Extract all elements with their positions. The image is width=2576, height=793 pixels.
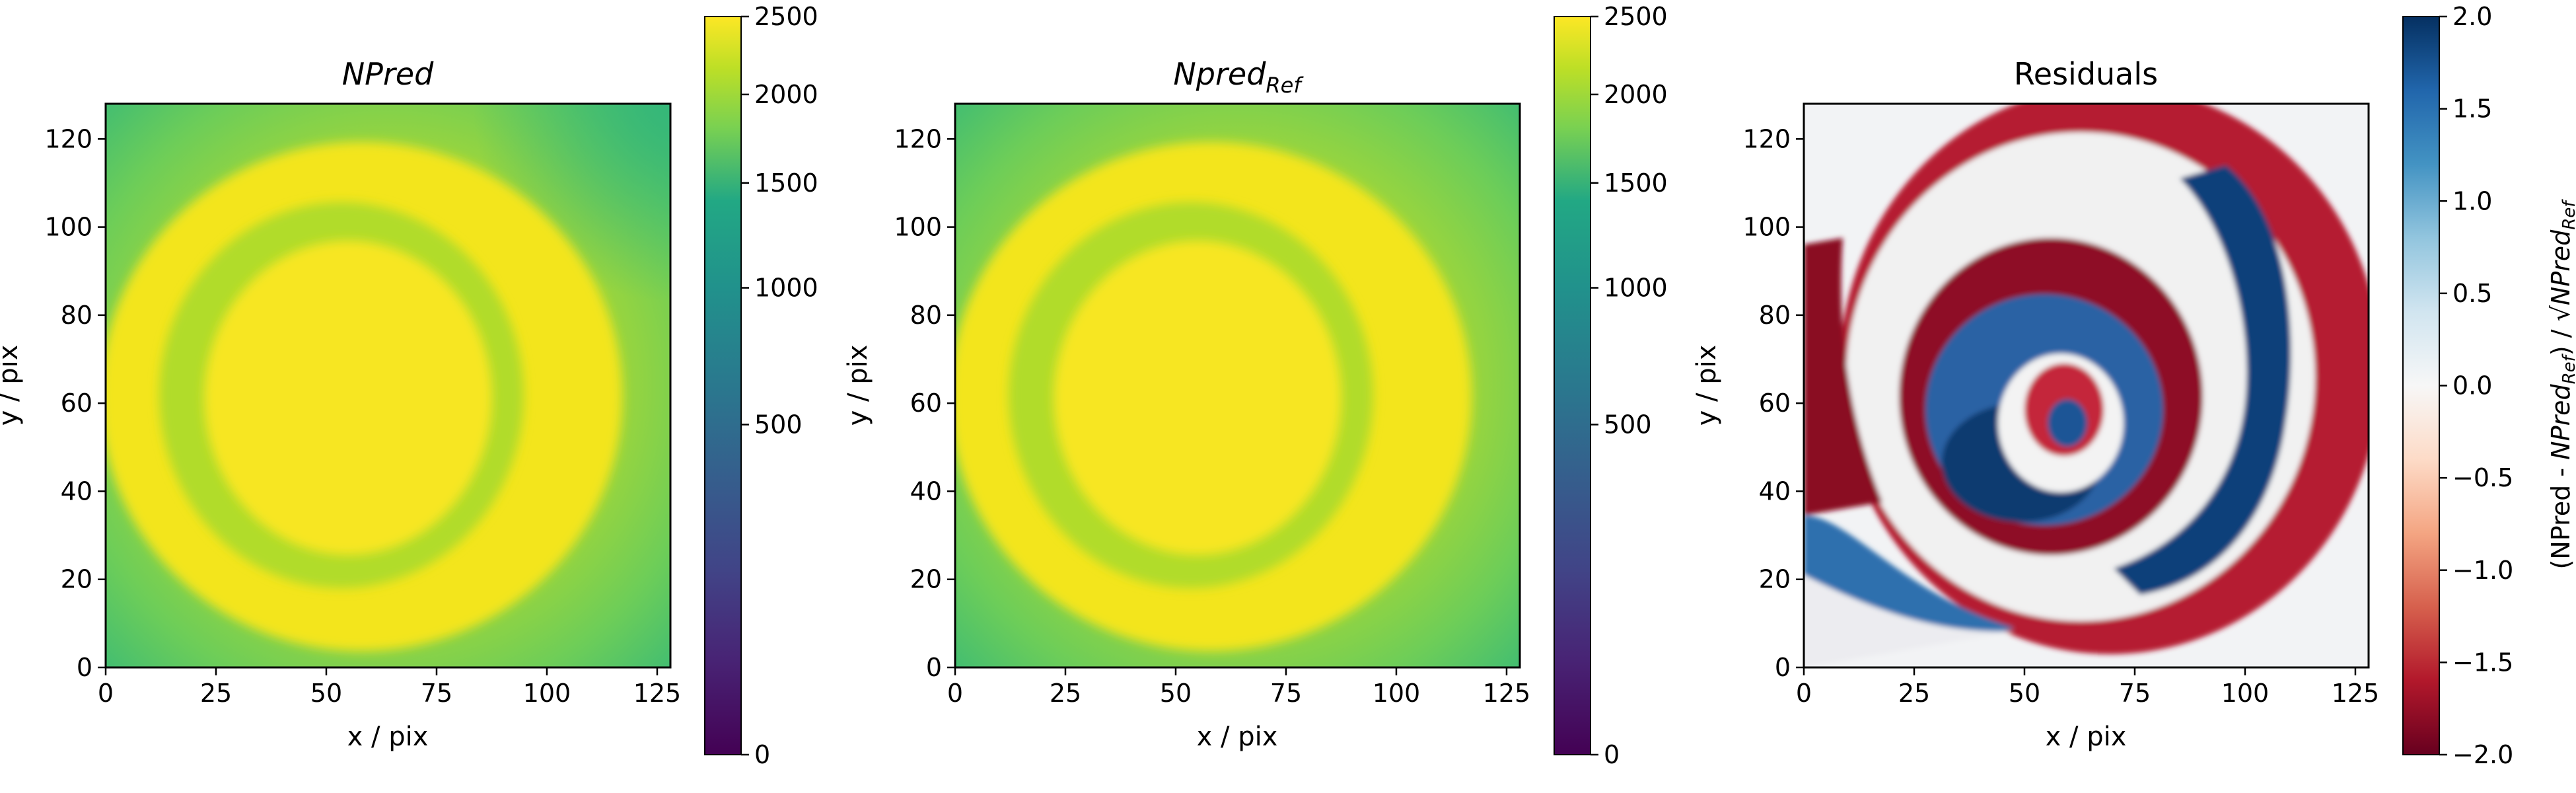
colorbar-tick-label: 1500 bbox=[1604, 169, 1668, 198]
colorbar-tick-label: 2500 bbox=[754, 2, 818, 31]
plot-frame-npred bbox=[104, 102, 672, 669]
y-tick-label: 40 bbox=[61, 476, 92, 506]
y-tick-label: 100 bbox=[894, 213, 942, 242]
colorbar-tick-label: 500 bbox=[1604, 410, 1652, 439]
x-tick-label: 25 bbox=[1898, 679, 1930, 708]
y-axis-label-npred-ref: y / pix bbox=[843, 345, 873, 426]
colorbar-ticks-npred: 0 500 1000 1500 2000 2500 bbox=[741, 2, 818, 769]
x-tick-label: 50 bbox=[2009, 679, 2040, 708]
x-tick-label: 100 bbox=[523, 679, 571, 708]
colorbar-tick-label: 500 bbox=[754, 410, 803, 439]
x-tick-label: 0 bbox=[1796, 679, 1812, 708]
x-tick-label: 25 bbox=[200, 679, 232, 708]
y-tick-label: 100 bbox=[1742, 213, 1791, 242]
x-tick-label: 75 bbox=[421, 679, 452, 708]
colorbar-tick-label: 1.5 bbox=[2452, 94, 2492, 124]
y-tick-label: 40 bbox=[910, 476, 942, 506]
y-tick-label: 80 bbox=[1759, 301, 1791, 330]
panel-npred-ref: NpredRef 0 25 50 75 100 125 0 20 40 60 80 100 120 x … bbox=[843, 2, 1668, 769]
heatmap-residuals bbox=[1804, 104, 2369, 667]
y-tick-label: 100 bbox=[44, 213, 92, 242]
y-tick-label: 60 bbox=[61, 389, 92, 418]
axes-npred: 0 25 50 75 100 125 0 20 40 60 80 100 120 bbox=[44, 124, 681, 708]
y-tick-label: 120 bbox=[1742, 124, 1791, 153]
colorbar-tick-label: 0.5 bbox=[2452, 279, 2492, 308]
colorbar-label-residuals: (NPred - NPredRef) / √NPredRef bbox=[2546, 199, 2576, 570]
colorbar-tick-label: 1000 bbox=[1604, 274, 1668, 303]
panel-npred: NPred 0 25 50 75 100 125 0 20 40 60 80 100 120 x / p… bbox=[0, 2, 818, 769]
x-tick-label: 25 bbox=[1050, 679, 1081, 708]
colorbar-tick-label: 1.0 bbox=[2452, 186, 2492, 215]
x-tick-label: 125 bbox=[2332, 679, 2380, 708]
y-tick-label: 0 bbox=[926, 653, 942, 682]
y-tick-label: 0 bbox=[1775, 653, 1791, 682]
y-axis-label-npred: y / pix bbox=[0, 345, 24, 426]
colorbar-tick-label: 0 bbox=[1604, 740, 1620, 769]
colorbar-tick-label: −1.0 bbox=[2452, 556, 2513, 585]
colorbar-npred bbox=[704, 16, 742, 755]
heatmap-npred-ref bbox=[955, 104, 1520, 667]
x-tick-label: 0 bbox=[947, 679, 963, 708]
colorbar-tick-label: 2000 bbox=[754, 80, 818, 109]
chart-title-npred: NPred bbox=[342, 56, 434, 92]
colorbar-tick-label: 2.0 bbox=[2452, 2, 2492, 31]
colorbar-tick-label: −1.5 bbox=[2452, 648, 2513, 677]
x-tick-label: 50 bbox=[310, 679, 342, 708]
x-axis-label-npred-ref: x / pix bbox=[1197, 722, 1278, 752]
x-tick-label: 50 bbox=[1160, 679, 1192, 708]
colorbar-tick-label: 2500 bbox=[1604, 2, 1668, 31]
y-tick-label: 0 bbox=[77, 653, 92, 682]
colorbar-ticks-npred-ref: 0 500 1000 1500 2000 2500 bbox=[1591, 2, 1668, 769]
colorbar-tick-label: 0.0 bbox=[2452, 371, 2492, 400]
colorbar-tick-label: 2000 bbox=[1604, 80, 1668, 109]
chart-title-residuals: Residuals bbox=[2014, 56, 2158, 92]
plot-frame-npred-ref bbox=[954, 102, 1521, 669]
colorbar-tick-label: −0.5 bbox=[2452, 463, 2513, 492]
y-axis-label-residuals: y / pix bbox=[1692, 345, 1722, 426]
axes-npred-ref: 0 25 50 75 100 125 0 20 40 60 80 100 120 bbox=[894, 124, 1530, 708]
axes-residuals: 0 25 50 75 100 125 0 20 40 60 80 100 120 bbox=[1742, 124, 2379, 708]
colorbar-tick-label: 1500 bbox=[754, 169, 818, 198]
colorbar-ticks-residuals: 2.0 1.5 1.0 0.5 0.0 −0.5 −1.0 −1.5 −2.0 bbox=[2439, 2, 2513, 769]
x-tick-label: 75 bbox=[2119, 679, 2151, 708]
y-tick-label: 40 bbox=[1759, 476, 1791, 506]
colorbar-tick-label: 1000 bbox=[754, 274, 818, 303]
x-tick-label: 75 bbox=[1270, 679, 1302, 708]
x-tick-label: 125 bbox=[633, 679, 682, 708]
colorbar-residuals bbox=[2402, 16, 2440, 755]
colorbar-npred-ref bbox=[1554, 16, 1591, 755]
colorbar-tick-label: −2.0 bbox=[2452, 740, 2513, 769]
y-tick-label: 60 bbox=[1759, 389, 1791, 418]
chart-title-npred-ref: NpredRef bbox=[1173, 56, 1304, 98]
y-tick-label: 120 bbox=[44, 124, 92, 153]
heatmap-npred bbox=[106, 104, 670, 667]
y-tick-label: 20 bbox=[910, 565, 942, 594]
y-tick-label: 80 bbox=[61, 301, 92, 330]
plot-frame-residuals bbox=[1803, 102, 2370, 669]
x-tick-label: 125 bbox=[1483, 679, 1531, 708]
x-axis-label-residuals: x / pix bbox=[2046, 722, 2127, 752]
y-tick-label: 120 bbox=[894, 124, 942, 153]
x-tick-label: 100 bbox=[2221, 679, 2270, 708]
x-tick-label: 0 bbox=[98, 679, 114, 708]
x-tick-label: 100 bbox=[1373, 679, 1421, 708]
y-tick-label: 80 bbox=[910, 301, 942, 330]
x-axis-label-npred: x / pix bbox=[347, 722, 429, 752]
y-tick-label: 60 bbox=[910, 389, 942, 418]
y-tick-label: 20 bbox=[61, 565, 92, 594]
y-tick-label: 20 bbox=[1759, 565, 1791, 594]
colorbar-tick-label: 0 bbox=[754, 740, 770, 769]
